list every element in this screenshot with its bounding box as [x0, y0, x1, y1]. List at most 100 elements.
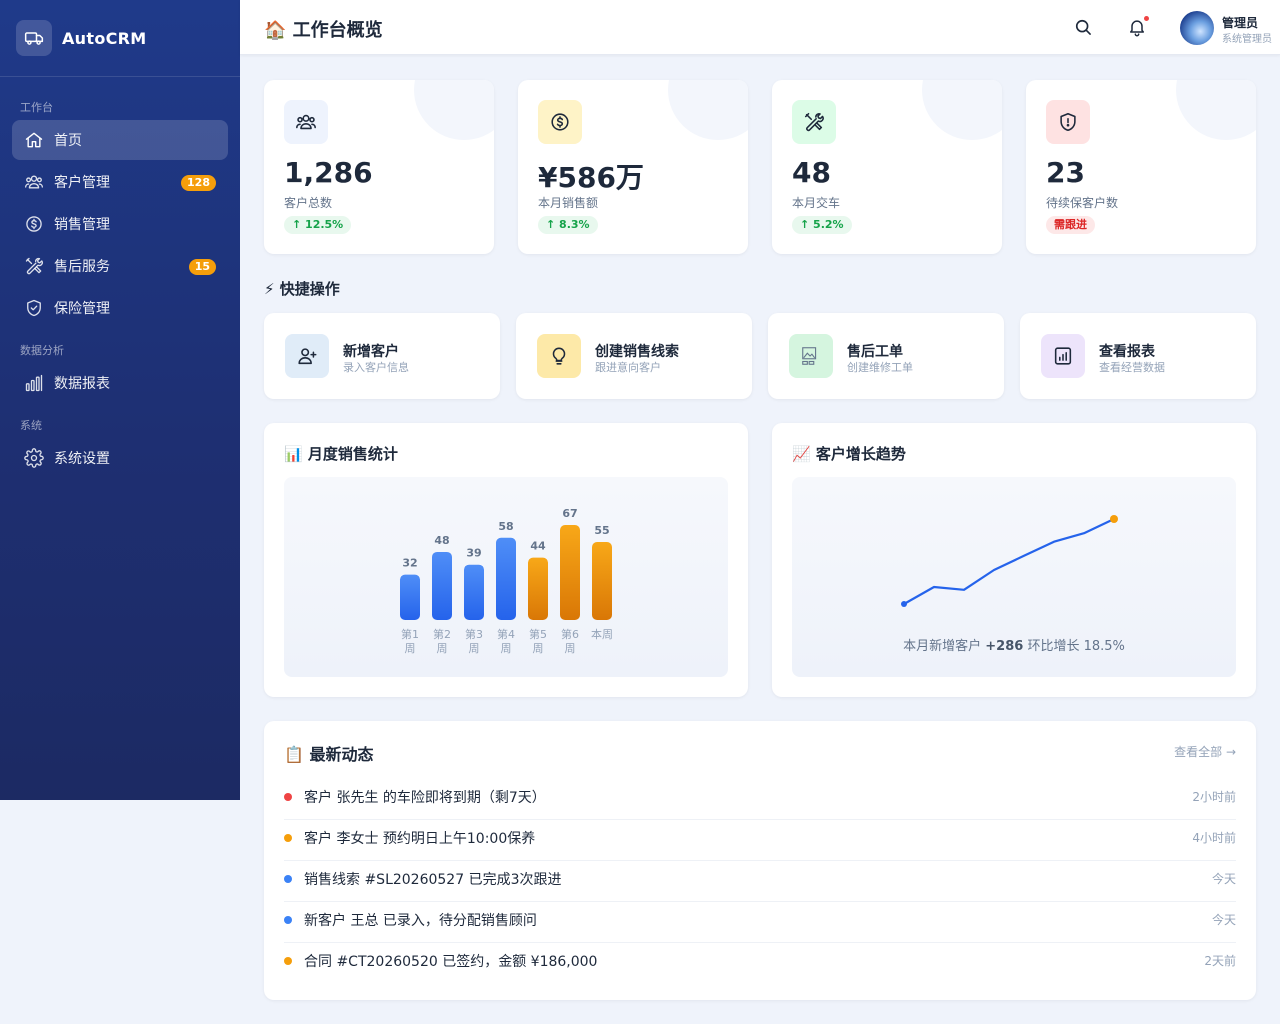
search-icon[interactable]: [1073, 17, 1093, 37]
card-decoration: [668, 80, 748, 140]
sidebar-item-home[interactable]: 首页: [12, 120, 228, 160]
stat-label: 本月销售额: [538, 196, 599, 210]
stat-value: 1,286: [284, 156, 373, 189]
brand-name: AutoCRM: [62, 28, 147, 48]
bar-4: [528, 557, 548, 620]
stat-card-sales[interactable]: ¥586万 本月销售额 ↑ 8.3%: [518, 80, 748, 254]
quick-action-title: 新增客户: [343, 344, 399, 360]
sales-chart-title: 📊 月度销售统计: [284, 445, 398, 463]
activity-time: 今天: [1211, 913, 1236, 927]
bar-category-label: 周: [501, 642, 512, 655]
sidebar-item-label: 销售管理: [54, 217, 110, 233]
dollar-icon: [538, 100, 582, 144]
stat-trend: ↑ 5.2%: [792, 216, 852, 234]
stat-trend: ↑ 8.3%: [538, 216, 598, 234]
view-all-link[interactable]: 查看全部 →: [1174, 745, 1236, 759]
bar-1: [432, 551, 452, 620]
activity-time: 4小时前: [1192, 831, 1236, 845]
activity-text: 销售线索 #SL20260527 已完成3次跟进: [304, 872, 562, 888]
activity-status-dot: [284, 957, 292, 965]
sidebar-item-insurance[interactable]: 保险管理: [12, 288, 228, 328]
sidebar-item-label: 首页: [54, 133, 82, 149]
bar-value-label: 44: [530, 540, 546, 553]
bar-value-label: 39: [466, 547, 481, 560]
sidebar-item-label: 客户管理: [54, 175, 110, 191]
sidebar-item-customers[interactable]: 客户管理 128: [12, 162, 228, 202]
lightbulb-icon: [537, 334, 581, 378]
bar-category-label: 周: [469, 642, 480, 655]
shield-alert-icon: [1046, 100, 1090, 144]
activity-status-dot: [284, 834, 292, 842]
activity-text: 客户 李女士 预约明日上午10:00保养: [304, 831, 536, 847]
sidebar-item-after-sales[interactable]: 售后服务 15: [12, 246, 228, 286]
activity-status-dot: [284, 793, 292, 801]
growth-summary-suffix: 环比增长 18.5%: [1027, 639, 1125, 654]
home-icon: [25, 132, 43, 148]
activity-time: 今天: [1211, 872, 1236, 886]
report-icon: [1041, 334, 1085, 378]
customers-count-badge: 128: [181, 175, 216, 191]
growth-chart-area: 本月新增客户 +286 环比增长 18.5%: [792, 477, 1236, 677]
notification-dot: [1144, 16, 1149, 21]
user-plus-icon: [285, 334, 329, 378]
sidebar-item-sales[interactable]: 销售管理: [12, 204, 228, 244]
users-icon: [284, 100, 328, 144]
bell-icon[interactable]: [1127, 17, 1147, 37]
bar-category-label: 第1: [401, 627, 419, 641]
bar-value-label: 58: [498, 520, 513, 533]
quick-action-title: 售后工单: [847, 344, 903, 360]
sales-chart-area: 32 第1 周 48 第2 周 39 第3 周 58 第4 周 44 第5 周 67 第6 周 55 本周: [284, 477, 728, 677]
quick-action-title: 查看报表: [1099, 344, 1155, 360]
sidebar-item-settings[interactable]: 系统设置: [12, 438, 228, 478]
stat-card-deliveries[interactable]: 48 本月交车 ↑ 5.2%: [772, 80, 1002, 254]
bar-5: [560, 525, 580, 620]
stat-card-customers[interactable]: 1,286 客户总数 ↑ 12.5%: [264, 80, 494, 254]
activity-item[interactable]: 销售线索 #SL20260527 已完成3次跟进 今天: [284, 861, 1236, 902]
activity-item[interactable]: 客户 李女士 预约明日上午10:00保养 4小时前: [284, 820, 1236, 861]
gear-icon: [24, 448, 44, 468]
quick-action-add-customer[interactable]: 新增客户 录入客户信息: [264, 313, 500, 399]
activity-item[interactable]: 新客户 王总 已录入，待分配销售顾问 今天: [284, 902, 1236, 943]
growth-chart-title: 📈 客户增长趋势: [792, 445, 906, 463]
stat-value: ¥586万: [538, 161, 644, 194]
bar-0: [400, 574, 420, 620]
bar-category-label: 周: [533, 642, 544, 655]
sales-chart-card: 📊 月度销售统计 32 第1 周 48 第2 周 39 第3 周 58 第4 周 44 第5 周 67 第6 周 5…: [264, 423, 748, 697]
quick-action-subtitle: 查看经营数据: [1099, 361, 1165, 374]
stat-trend: 需跟进: [1046, 216, 1095, 234]
growth-summary-value: +286: [985, 639, 1024, 654]
car-logo-icon: [16, 20, 52, 56]
quick-action-create-lead[interactable]: 创建销售线索 跟进意向客户: [516, 313, 752, 399]
bar-2: [464, 564, 484, 620]
card-decoration: [414, 80, 494, 140]
activity-item[interactable]: 合同 #CT20260520 已签约，金额 ¥186,000 2天前: [284, 943, 1236, 984]
bar-category-label: 第5: [529, 627, 547, 641]
stat-label: 客户总数: [284, 196, 333, 210]
activity-time: 2天前: [1204, 954, 1236, 968]
bar-category-label: 周: [565, 642, 576, 655]
growth-end-point: [1110, 515, 1118, 523]
avatar[interactable]: [1180, 11, 1214, 45]
broken-image-icon: [789, 334, 833, 378]
nav-section-workspace: 工作台: [20, 101, 53, 114]
user-role: 系统管理员: [1222, 34, 1272, 45]
bar-value-label: 48: [434, 534, 449, 547]
growth-line-chart: [901, 515, 1118, 607]
page-title: 🏠 工作台概览: [264, 20, 383, 41]
growth-start-point: [901, 601, 907, 607]
sidebar-item-label: 保险管理: [54, 301, 110, 317]
activity-time: 2小时前: [1192, 790, 1236, 804]
tools-icon: [792, 100, 836, 144]
growth-summary: 本月新增客户 +286 环比增长 18.5%: [792, 635, 1236, 654]
quick-action-service-ticket[interactable]: 售后工单 创建维修工单: [768, 313, 1004, 399]
service-count-badge: 15: [188, 259, 216, 275]
quick-action-title: 创建销售线索: [595, 344, 679, 360]
user-name: 管理员: [1222, 16, 1259, 30]
quick-action-subtitle: 录入客户信息: [343, 361, 409, 374]
quick-action-view-report[interactable]: 查看报表 查看经营数据: [1020, 313, 1256, 399]
activity-item[interactable]: 客户 张先生 的车险即将到期（剩7天） 2小时前: [284, 779, 1236, 820]
sidebar-item-reports[interactable]: 数据报表: [12, 363, 228, 403]
stat-card-renewals[interactable]: 23 待续保客户数 需跟进: [1026, 80, 1256, 254]
brand[interactable]: AutoCRM: [0, 0, 240, 77]
